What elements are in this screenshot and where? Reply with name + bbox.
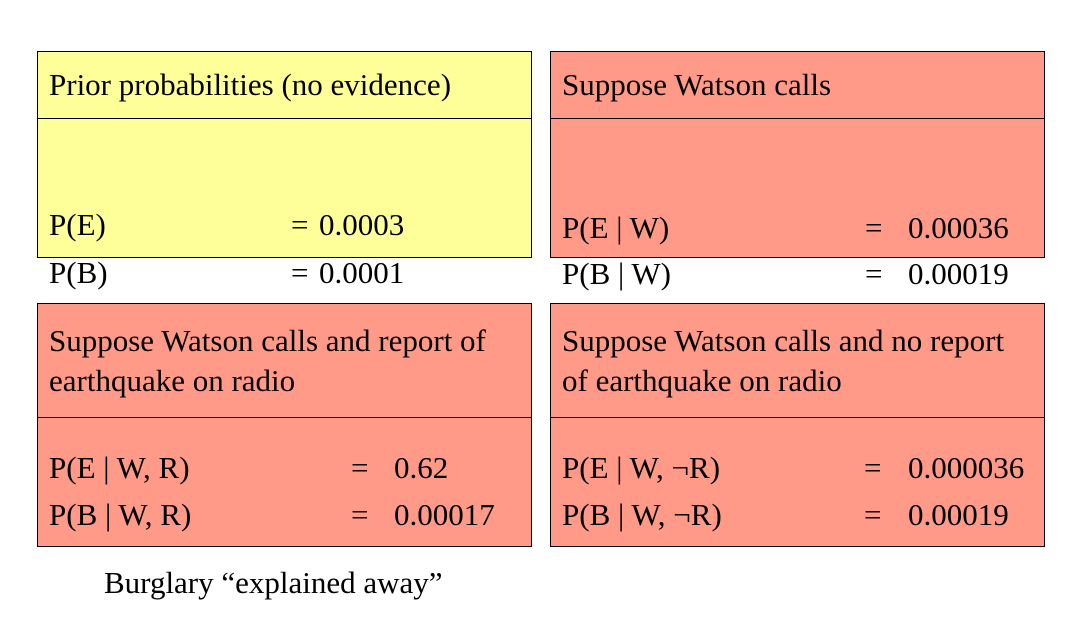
equals-sign: = bbox=[291, 255, 309, 290]
box-title-line: Suppose Watson calls and no report bbox=[562, 322, 1005, 358]
box-title-line: Prior probabilities (no evidence) bbox=[49, 67, 452, 102]
probability-value: 0.0001 bbox=[319, 255, 405, 290]
probability-value: 0.00017 bbox=[394, 497, 495, 532]
equals-sign: = bbox=[865, 210, 883, 245]
probability-value: 0.00019 bbox=[908, 256, 1009, 291]
equals-sign: = bbox=[865, 256, 883, 291]
equals-sign: = bbox=[864, 450, 882, 485]
equals-sign: = bbox=[351, 497, 369, 532]
probability-value: 0.000036 bbox=[908, 450, 1025, 485]
probability-value: 0.00036 bbox=[908, 210, 1009, 245]
box-title-line: Suppose Watson calls bbox=[562, 67, 832, 102]
probability-label: P(E | W, R) bbox=[49, 450, 190, 485]
box-title-line: of earthquake on radio bbox=[562, 362, 842, 398]
watson-calls-box: Suppose Watson calls P(E | W) = 0.00036 … bbox=[550, 51, 1045, 291]
caption: Burglary “explained away” bbox=[104, 565, 443, 600]
equals-sign: = bbox=[864, 497, 882, 532]
box-title: Suppose Watson calls and report of earth… bbox=[38, 304, 531, 418]
probability-value: 0.0003 bbox=[319, 207, 405, 242]
probability-label: P(B | W, ¬R) bbox=[562, 497, 722, 532]
probability-label: P(B | W, R) bbox=[49, 497, 192, 532]
probability-label: P(E) bbox=[49, 207, 106, 242]
probability-value: 0.62 bbox=[394, 450, 449, 485]
box-title-line: Suppose Watson calls and report of bbox=[49, 322, 486, 358]
watson-calls-no-radio-report-box: Suppose Watson calls and no report of ea… bbox=[550, 303, 1045, 547]
probability-value: 0.00019 bbox=[908, 497, 1009, 532]
box-title-line: earthquake on radio bbox=[49, 362, 296, 398]
watson-calls-radio-report-box: Suppose Watson calls and report of earth… bbox=[37, 303, 532, 547]
box-title: Suppose Watson calls bbox=[551, 52, 1044, 119]
probability-label: P(E | W, ¬R) bbox=[562, 450, 721, 485]
equals-sign: = bbox=[291, 207, 309, 242]
probability-label: P(B | W) bbox=[562, 256, 671, 291]
box-title: Suppose Watson calls and no report of ea… bbox=[551, 304, 1044, 418]
equals-sign: = bbox=[351, 450, 369, 485]
probability-label: P(E | W) bbox=[562, 210, 670, 245]
probability-label: P(B) bbox=[49, 255, 108, 290]
prior-probabilities-box: Prior probabilities (no evidence) P(E) =… bbox=[37, 51, 532, 290]
box-title: Prior probabilities (no evidence) bbox=[38, 52, 531, 119]
